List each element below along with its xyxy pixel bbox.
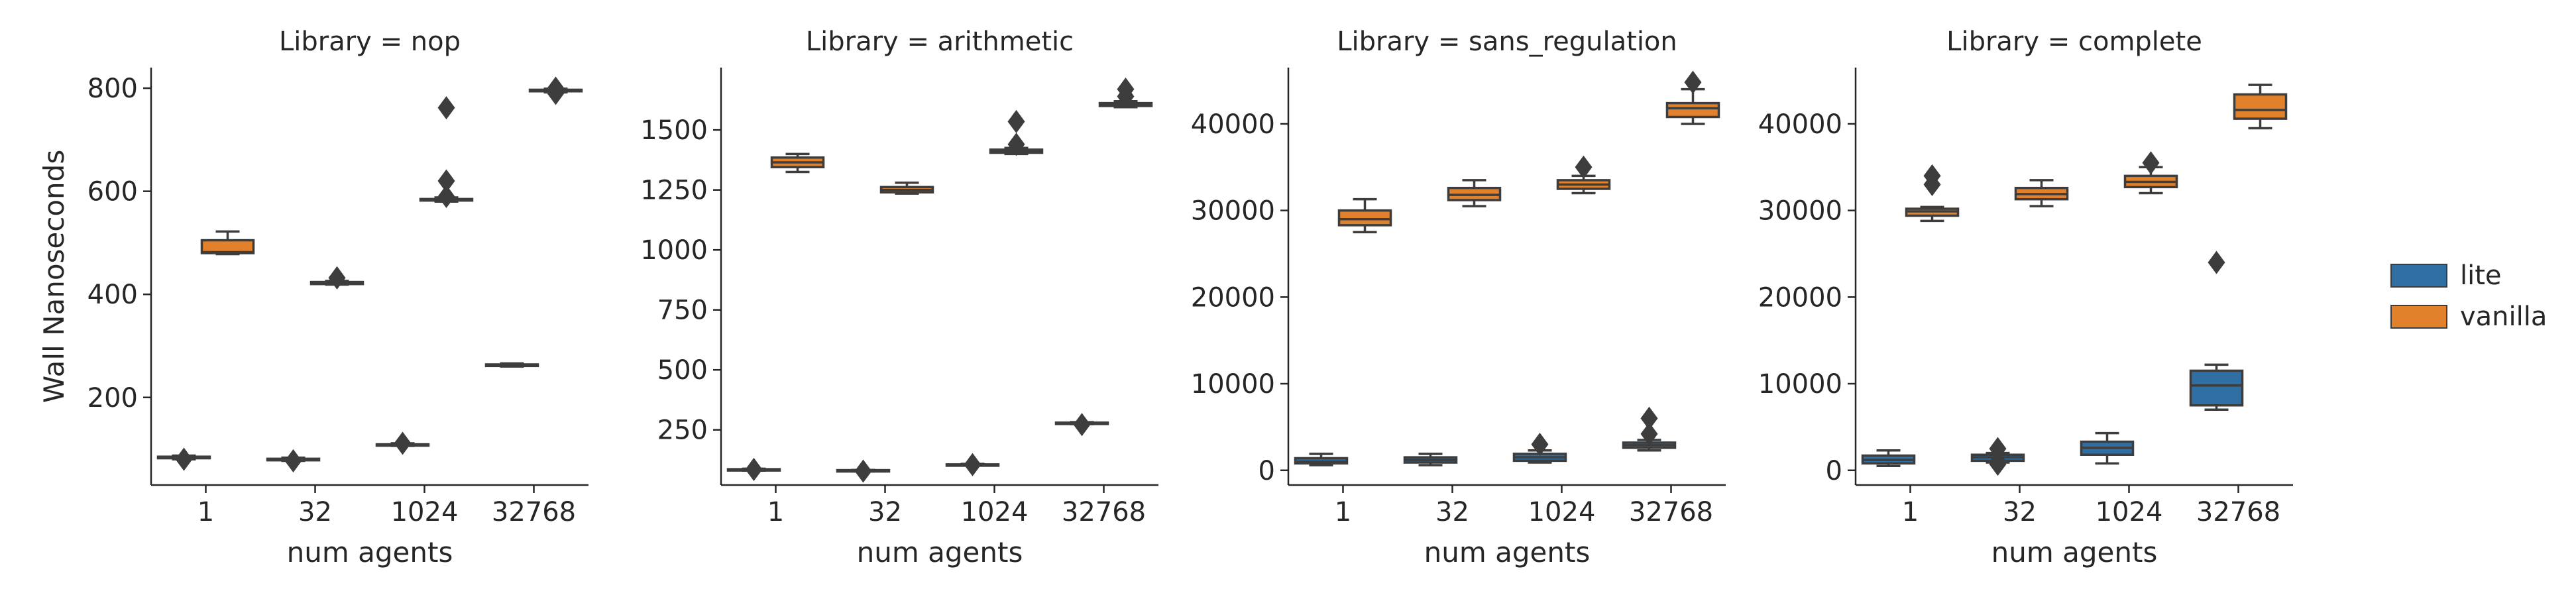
box-flier bbox=[175, 447, 193, 471]
legend-label-vanilla: vanilla bbox=[2460, 301, 2547, 332]
x-tick-label: 32 bbox=[1435, 497, 1469, 527]
y-tick-label: 600 bbox=[87, 177, 138, 207]
x-tick-label: 1 bbox=[1335, 497, 1351, 527]
y-tick-label: 1250 bbox=[640, 176, 708, 206]
panel-title: Library = nop bbox=[279, 27, 461, 57]
box-vanilla bbox=[1665, 101, 1720, 119]
legend-label-lite: lite bbox=[2460, 260, 2502, 291]
y-tick-label: 10000 bbox=[1758, 369, 1842, 400]
y-tick-label: 40000 bbox=[1191, 109, 1275, 140]
x-axis-label: num agents bbox=[857, 536, 1023, 569]
x-tick-label: 1 bbox=[1902, 497, 1919, 527]
box-flier bbox=[1117, 78, 1135, 101]
box-flier bbox=[2142, 151, 2160, 175]
x-axis-label: num agents bbox=[287, 536, 453, 569]
box-vanilla bbox=[1337, 209, 1392, 227]
box-flier bbox=[1531, 433, 1549, 457]
panel-title: Library = complete bbox=[1946, 27, 2202, 57]
panel-title: Library = sans_regulation bbox=[1337, 27, 1677, 57]
box-flier bbox=[964, 453, 981, 476]
box-flier bbox=[1989, 437, 2007, 461]
x-tick-label: 32 bbox=[298, 497, 332, 527]
y-tick-label: 1500 bbox=[640, 115, 708, 146]
y-tick-label: 250 bbox=[657, 415, 708, 446]
box-flier bbox=[284, 449, 302, 472]
y-tick-label: 200 bbox=[87, 383, 138, 413]
x-tick-label: 32 bbox=[868, 497, 902, 527]
box-flier bbox=[1684, 70, 1702, 94]
box-flier bbox=[1640, 422, 1658, 446]
box-flier bbox=[394, 431, 412, 455]
x-tick-label: 32768 bbox=[2196, 497, 2280, 527]
x-tick-label: 1024 bbox=[961, 497, 1029, 527]
x-tick-label: 32768 bbox=[1629, 497, 1713, 527]
box-flier bbox=[328, 266, 346, 290]
x-tick-label: 32768 bbox=[492, 497, 576, 527]
box-flier bbox=[1989, 450, 2007, 474]
y-tick-label: 1000 bbox=[640, 235, 708, 266]
y-tick-label: 30000 bbox=[1191, 196, 1275, 227]
box-flier bbox=[1640, 406, 1658, 430]
x-tick-label: 1024 bbox=[2096, 497, 2163, 527]
box-flier bbox=[437, 169, 455, 193]
box-flier bbox=[854, 459, 872, 483]
y-tick-label: 20000 bbox=[1758, 282, 1842, 313]
box-flier bbox=[2208, 250, 2225, 274]
box-flier bbox=[1007, 133, 1025, 156]
y-tick-label: 40000 bbox=[1758, 109, 1842, 140]
x-axis-label: num agents bbox=[1424, 536, 1591, 569]
y-tick-label: 750 bbox=[657, 296, 708, 326]
x-tick-label: 1024 bbox=[391, 497, 459, 527]
box-flier bbox=[1923, 164, 1941, 188]
y-tick-label: 0 bbox=[1826, 456, 1842, 486]
legend-swatch-lite bbox=[2390, 264, 2447, 288]
x-tick-label: 1024 bbox=[1528, 497, 1596, 527]
y-tick-label: 10000 bbox=[1191, 369, 1275, 400]
y-tick-label: 500 bbox=[657, 355, 708, 386]
x-tick-label: 32 bbox=[2003, 497, 2037, 527]
x-axis-label: num agents bbox=[1991, 536, 2158, 569]
y-tick-label: 400 bbox=[87, 280, 138, 310]
box-vanilla bbox=[2233, 93, 2288, 120]
x-tick-label: 32768 bbox=[1062, 497, 1146, 527]
y-tick-label: 20000 bbox=[1191, 282, 1275, 313]
panel-title: Library = arithmetic bbox=[806, 27, 1074, 57]
box-flier bbox=[437, 96, 455, 120]
legend-swatch-vanilla bbox=[2390, 305, 2447, 329]
x-tick-label: 1 bbox=[767, 497, 784, 527]
y-tick-label: 30000 bbox=[1758, 196, 1842, 227]
y-axis-label: Wall Nanoseconds bbox=[38, 150, 70, 403]
box-flier bbox=[1073, 413, 1091, 437]
y-tick-label: 800 bbox=[87, 74, 138, 104]
x-tick-label: 1 bbox=[197, 497, 214, 527]
box-flier bbox=[547, 76, 565, 100]
y-tick-label: 0 bbox=[1259, 456, 1275, 486]
box-flier bbox=[745, 457, 763, 482]
box-flier bbox=[1007, 109, 1025, 134]
box-flier bbox=[437, 184, 455, 208]
box-lite bbox=[2189, 369, 2244, 407]
box-flier bbox=[1575, 155, 1593, 179]
